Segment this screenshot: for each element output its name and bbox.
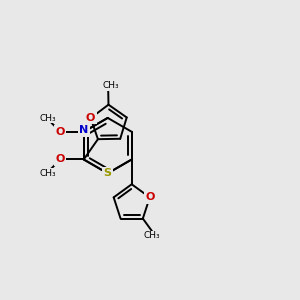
Text: O: O [86, 113, 95, 123]
Text: N: N [79, 125, 88, 135]
Text: O: O [56, 127, 65, 137]
Text: CH₃: CH₃ [39, 169, 56, 178]
Text: S: S [104, 168, 112, 178]
Text: CH₃: CH₃ [103, 81, 119, 90]
Text: CH₃: CH₃ [39, 114, 56, 123]
Text: O: O [145, 192, 154, 203]
Text: CH₃: CH₃ [144, 231, 160, 240]
Text: O: O [56, 154, 65, 164]
